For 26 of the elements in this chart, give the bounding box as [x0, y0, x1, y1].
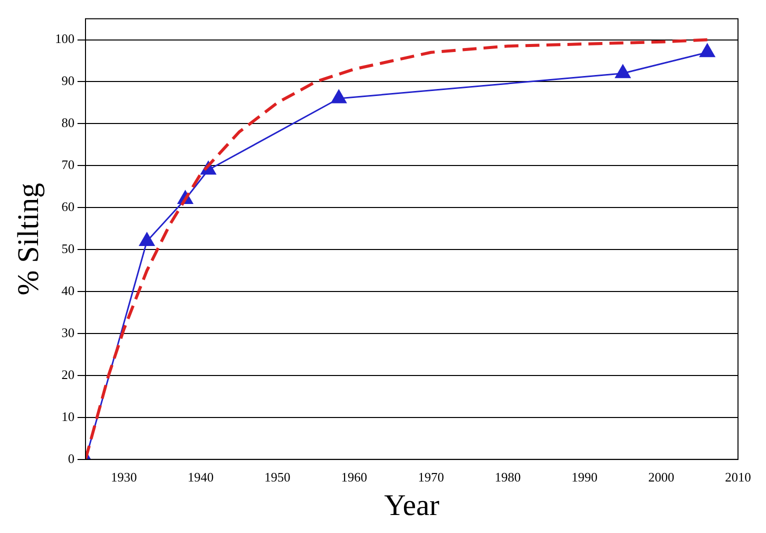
y-tick-label: 20	[62, 366, 74, 382]
point	[700, 44, 715, 58]
y-tick-label: 90	[62, 73, 74, 88]
y-tick-label: 80	[62, 115, 74, 130]
x-tick-label: 1970	[418, 470, 444, 485]
point	[615, 64, 631, 78]
y-tick-label: 30	[62, 324, 74, 340]
x-tick-label: 2010	[725, 470, 751, 485]
x-tick-label: 1990	[571, 470, 598, 485]
y-tick-label: 60	[62, 199, 74, 214]
point	[331, 90, 346, 104]
y-tick-label: 50	[62, 241, 74, 256]
y-axis-title: % Silting	[12, 182, 45, 296]
x-tick-label: 1950	[264, 470, 290, 485]
x-tick-label: 1940	[188, 470, 214, 485]
x-axis-title: Year	[384, 488, 440, 522]
x-tick-label: 1930	[110, 470, 137, 485]
y-tick-label: 70	[62, 157, 74, 172]
y-tick-label: 40	[62, 282, 74, 298]
x-tick-label: 2000	[648, 470, 674, 485]
y-tick-label: 10	[62, 408, 74, 424]
x-tick-label: 1960	[341, 470, 368, 485]
point	[139, 232, 155, 246]
y-tick-label: 100	[55, 31, 74, 46]
x-tick-label: 1980	[494, 470, 521, 485]
y-tick-label: 0	[68, 450, 74, 466]
